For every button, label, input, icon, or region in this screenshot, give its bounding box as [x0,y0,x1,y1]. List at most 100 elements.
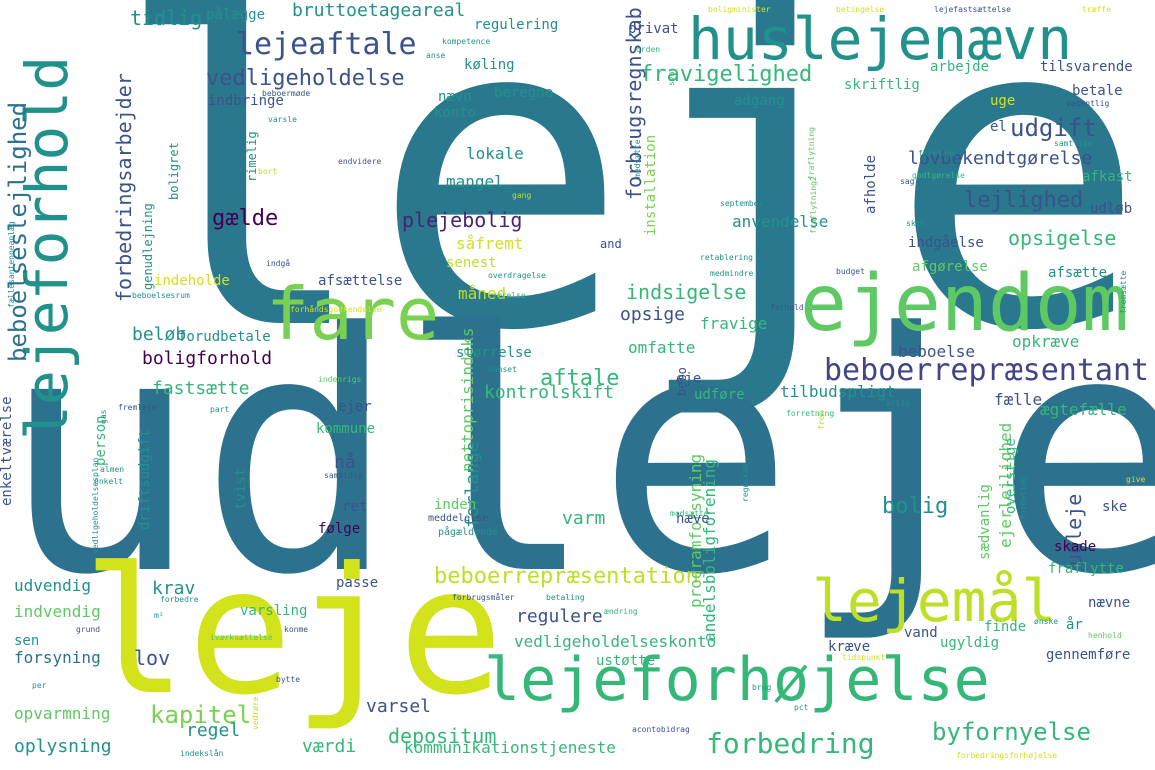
word-173: lejefastsættelse [934,5,1012,14]
word-93: arbejde [930,59,990,75]
word-118: overstige [1003,438,1019,514]
word-189: overdragelse [488,271,546,280]
word-92: el [990,119,1007,135]
word-59: størrelse [456,345,532,361]
word-57: omfatte [628,338,696,357]
word-55: opsige [620,304,686,325]
word-66: lokale [466,144,524,163]
word-105: ret [342,499,368,515]
word-127: ugyldig [940,635,1000,651]
word-24: opsigelse [1008,226,1117,250]
word-14: byfornyelse [932,718,1091,746]
word-154: betaling [546,593,585,602]
word-125: vand [904,625,938,641]
word-101: bebo [675,367,689,396]
word-13: forbedring [706,727,875,760]
word-128: gennemføre [1046,647,1131,663]
word-5: fare [266,272,440,356]
word-142: part [210,405,230,414]
word-162: vedrøre [251,696,260,730]
word-17: fravigelighed [640,62,813,87]
word-88: adgang [734,93,785,109]
word-9: beboerrepræsentant [824,353,1150,388]
word-145: almen [100,465,125,474]
word-89: skriftlig [844,77,920,93]
word-161: bytte [276,675,301,684]
word-45: regel [186,720,241,741]
word-18: udgift [1010,114,1097,142]
word-21: gælde [212,206,279,231]
word-27: tidlig [130,6,203,30]
word-197: årlig [886,399,911,408]
word-126: finde [984,619,1027,635]
word-135: bort [258,167,278,176]
word-85: nævn [438,89,472,105]
word-83: rimelig [245,131,259,182]
word-136: indgå [266,259,291,268]
word-184: fraflytning2 [809,176,818,234]
word-72: indgåelse [908,235,984,251]
word-148: meddelelse [428,513,489,524]
word-119: ske [1102,499,1128,515]
word-106: følge [318,521,361,537]
word-79: senest [446,255,497,271]
word-172: betingelse [836,5,885,14]
word-12: beboerrepræsentation [434,564,699,589]
word-94: tilsvarende [1040,59,1133,75]
word-169: ønske [1034,617,1059,626]
word-129: ustøtte [596,653,656,669]
word-193: fremsætte [1119,270,1128,314]
word-146: enkelt [94,477,123,486]
word-115: sen [14,633,40,649]
word-124: kræve [828,639,871,655]
word-74: afsætte [1048,265,1108,281]
word-39: vedligeholdelseskonto [514,632,717,651]
word-87: konto [434,105,477,121]
word-152: forbedre [160,595,199,604]
word-75: afsættelse [318,273,403,289]
word-78: såfremt [456,234,524,253]
word-163: acontobidrag [632,725,690,734]
word-43: varsel [366,696,432,717]
word-144: vedligeholdelsesplan [91,457,100,554]
word-166: brug [752,683,772,692]
word-123: år [1066,617,1083,633]
word-32: kontrolskift [484,382,615,403]
word-26: forbedringsarbejder [112,73,136,302]
word-190: værelse [492,291,526,300]
word-113: udvendig [14,576,92,595]
word-99: ejer [338,399,372,415]
word-149: pågældende [438,527,499,538]
word-48: forsyning [14,648,101,667]
word-157: grund [76,625,101,634]
word-180: medsætte [633,139,642,178]
word-73: afgørelse [912,259,988,275]
word-37: depositum [388,724,497,748]
word-67: installation [643,134,659,236]
word-199: give [1126,475,1146,484]
word-109: enkeltværelse [0,396,15,506]
word-3: ejendom [800,259,1129,349]
word-170: forbedringsforhøjelse [956,751,1058,760]
word-36: udleje [1062,493,1086,566]
word-131: anse [426,51,446,60]
word-121: fraflytte [1048,561,1124,577]
word-167: tidspunkt [842,653,886,662]
word-103: kommune [316,421,376,437]
word-139: forhåndsgodkendelse [290,305,382,314]
word-81: genudlejning [141,203,155,290]
word-138: fællesantenneanlæg [7,221,16,308]
word-64: opkræve [1012,332,1080,351]
word-7: lejeforhøjelse [484,645,990,715]
word-122: nævne [1088,595,1131,611]
word-98: privat [628,21,679,37]
word-153: forbrugsmåler [452,593,515,602]
word-192: forhold [770,303,804,312]
word-54: nå [334,452,356,473]
word-183: sag [900,177,915,186]
word-175: orden [636,45,661,54]
word-182: godtgørelse [912,171,965,180]
word-65: mangel [446,172,504,191]
word-20: aftale [540,366,620,391]
